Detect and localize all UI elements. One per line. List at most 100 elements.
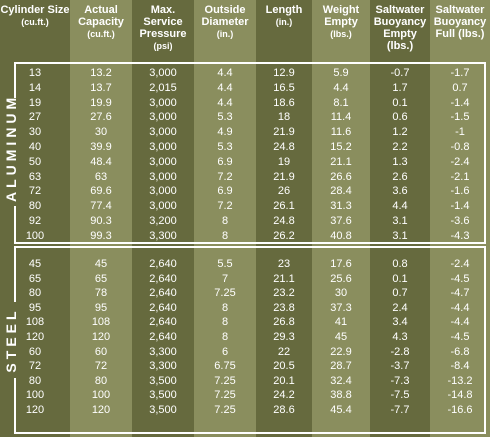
table-cell: 63 <box>94 170 108 183</box>
table-cell: 48.4 <box>90 155 112 168</box>
column-stripe <box>132 0 194 437</box>
table-cell: 3,300 <box>149 360 177 373</box>
table-cell: 8 <box>221 331 229 343</box>
column-stripe <box>256 0 312 437</box>
table-cell: 4.4 <box>217 67 233 79</box>
table-cell: 45 <box>334 331 348 343</box>
table-cell: 2,640 <box>149 316 177 329</box>
table-cell: 4.4 <box>392 200 408 213</box>
table-cell: -4.4 <box>450 316 470 329</box>
table-cell: 23.8 <box>273 301 295 314</box>
table-cell: 100 <box>91 389 111 402</box>
table-cell: 2,640 <box>149 287 177 300</box>
table-cell: 80 <box>28 287 42 300</box>
table-cell: 63 <box>28 170 42 183</box>
table-cell: 95 <box>28 301 42 314</box>
table-cell: 3.6 <box>392 185 408 198</box>
table-cell: 2,640 <box>149 258 177 270</box>
table-cell: 7.25 <box>214 374 236 387</box>
table-cell: 0.7 <box>452 81 468 94</box>
table-cell: -14.8 <box>447 389 473 402</box>
table-cell: 3,000 <box>149 155 177 168</box>
table-cell: 3,000 <box>149 67 177 79</box>
table-row: 80 80 3,500 7.25 20.1 32.4 -7.3 -13.2 <box>0 374 490 388</box>
table-cell: 39.9 <box>90 141 112 153</box>
table-cell: 2.6 <box>392 170 408 183</box>
table-cell: 8 <box>221 301 229 314</box>
header-buoyancy-full: Saltwater Buoyancy Full (lbs.) <box>433 4 487 40</box>
table-cell: 3,000 <box>149 111 177 124</box>
table-cell: 3,500 <box>149 404 177 416</box>
table-cell: 22 <box>277 345 291 358</box>
table-cell: 26.6 <box>330 170 352 183</box>
table-cell: 7.2 <box>217 200 233 213</box>
table-cell: 21.1 <box>330 155 352 168</box>
table-cell: 19.9 <box>90 96 112 109</box>
table-cell: 100 <box>25 229 45 242</box>
table-cell: 2.2 <box>392 141 408 153</box>
table-cell: 21.9 <box>273 126 295 139</box>
table-row: 27 27.6 3,000 5.3 18 11.4 0.6 -1.5 <box>0 110 490 124</box>
table-cell: -4.7 <box>450 287 470 300</box>
table-row: 80 77.4 3,000 7.2 26.1 31.3 4.4 -1.4 <box>0 199 490 213</box>
table-cell: 3.1 <box>392 229 408 242</box>
table-cell: 29.3 <box>273 331 295 343</box>
table-cell: 8 <box>221 215 229 227</box>
table-row: 72 72 3,300 6.75 20.5 28.7 -3.7 -8.4 <box>0 359 490 373</box>
table-cell: 21.9 <box>273 170 295 183</box>
table-cell: 8.1 <box>333 96 349 109</box>
table-cell: 100 <box>25 389 45 402</box>
table-cell: 5.9 <box>333 67 349 79</box>
table-cell: 6.9 <box>217 185 233 198</box>
table-cell: 30 <box>94 126 108 139</box>
table-cell: 108 <box>25 316 45 329</box>
table-cell: 3,300 <box>149 345 177 358</box>
table-cell: 19 <box>28 96 42 109</box>
table-cell: 3,000 <box>149 200 177 213</box>
table-cell: 7.25 <box>214 389 236 402</box>
table-cell: 16.5 <box>273 81 295 94</box>
table-cell: 3.1 <box>392 215 408 227</box>
table-cell: 8 <box>221 229 229 242</box>
table-cell: 1.2 <box>392 126 408 139</box>
table-row: 100 99.3 3,300 8 26.2 40.8 3.1 -4.3 <box>0 229 490 243</box>
table-cell: 60 <box>28 345 42 358</box>
table-cell: 40 <box>28 141 42 153</box>
table-cell: 3,000 <box>149 185 177 198</box>
table-cell: 2.4 <box>392 301 408 314</box>
table-cell: 3,200 <box>149 215 177 227</box>
table-cell: 26.2 <box>273 229 295 242</box>
table-cell: 2,640 <box>149 301 177 314</box>
table-cell: 20.1 <box>273 374 295 387</box>
column-stripe <box>430 0 490 437</box>
table-cell: 14 <box>28 81 42 94</box>
table-cell: 18 <box>277 111 291 124</box>
table-row: 120 120 2,640 8 29.3 45 4.3 -4.5 <box>0 330 490 344</box>
table-cell: 6 <box>221 345 229 358</box>
table-cell: 31.3 <box>330 200 352 213</box>
table-cell: 92 <box>28 215 42 227</box>
table-row: 14 13.7 2,015 4.4 16.5 4.4 1.7 0.7 <box>0 81 490 95</box>
table-cell: -4.4 <box>450 301 470 314</box>
table-row: 80 78 2,640 7.25 23.2 30 0.7 -4.7 <box>0 286 490 300</box>
table-cell: 3,000 <box>149 141 177 153</box>
column-stripe <box>370 0 430 437</box>
table-cell: 69.6 <box>90 185 112 198</box>
table-cell: -1.6 <box>450 185 470 198</box>
table-cell: 72 <box>94 360 108 373</box>
table-cell: -0.7 <box>390 67 410 79</box>
table-cell: 77.4 <box>90 200 112 213</box>
table-cell: -1 <box>455 126 465 139</box>
table-cell: -3.7 <box>390 360 410 373</box>
table-cell: 78 <box>94 287 108 300</box>
table-cell: 19 <box>277 155 291 168</box>
table-row: 50 48.4 3,000 6.9 19 21.1 1.3 -2.4 <box>0 155 490 169</box>
table-cell: 6.9 <box>217 155 233 168</box>
table-cell: 5.3 <box>217 111 233 124</box>
table-cell: -13.2 <box>447 374 473 387</box>
table-row: 45 45 2,640 5.5 23 17.6 0.8 -2.4 <box>0 257 490 271</box>
table-cell: 3.4 <box>392 316 408 329</box>
table-cell: 60 <box>94 345 108 358</box>
table-cell: 2,015 <box>149 81 177 94</box>
